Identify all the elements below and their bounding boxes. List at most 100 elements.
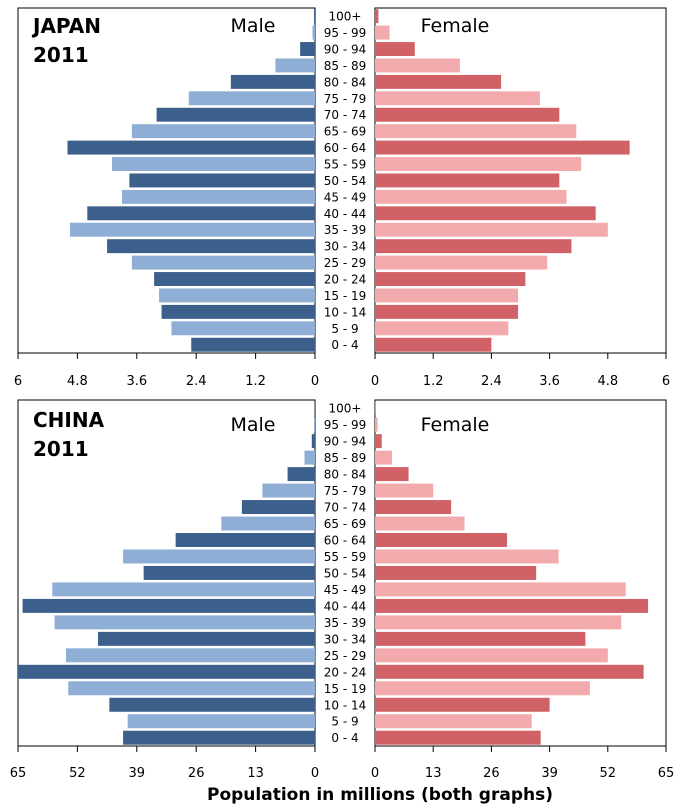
x-tick-label: 26 (483, 766, 500, 781)
age-group-label: 15 - 19 (324, 289, 367, 303)
x-tick-label: 52 (600, 766, 617, 781)
x-tick-label: 39 (129, 766, 146, 781)
male-bar (314, 418, 315, 432)
male-bar (52, 582, 315, 596)
female-bar (375, 467, 409, 481)
age-group-label: 85 - 89 (324, 59, 367, 73)
male-bar (66, 648, 315, 662)
x-tick-label: 6 (14, 374, 22, 389)
female-legend-label: Female (421, 414, 490, 436)
female-bar (375, 681, 590, 695)
x-tick-label: 26 (188, 766, 205, 781)
x-tick-label: 0 (371, 374, 379, 389)
male-bar (300, 42, 315, 56)
female-bar (375, 124, 576, 138)
male-bar (122, 190, 315, 204)
age-group-label: 75 - 79 (324, 92, 367, 106)
male-bar (176, 533, 315, 547)
male-legend-label: Male (230, 414, 275, 436)
male-bar (132, 124, 315, 138)
age-group-label: 30 - 34 (324, 240, 367, 254)
male-bar (242, 500, 315, 514)
male-bar (123, 549, 315, 563)
female-bar (375, 58, 460, 72)
female-bar (375, 141, 630, 155)
male-bar (313, 26, 315, 40)
female-bar (375, 632, 585, 646)
age-group-label: 90 - 94 (324, 435, 367, 449)
female-bar (375, 714, 532, 728)
male-bar (144, 566, 315, 580)
x-tick-label: 1.2 (245, 374, 266, 389)
chart-title-year: 2011 (33, 43, 89, 67)
male-bar (159, 288, 315, 302)
male-bar (55, 615, 315, 629)
age-group-label: 5 - 9 (331, 715, 358, 729)
age-group-label: 70 - 74 (324, 501, 367, 515)
x-tick-label: 3.6 (126, 374, 147, 389)
age-group-label: 0 - 4 (331, 338, 358, 352)
female-bar (375, 157, 581, 171)
x-tick-label: 39 (541, 766, 558, 781)
male-legend-label: Male (230, 15, 275, 37)
female-bar (375, 223, 608, 237)
female-bar (375, 108, 559, 122)
x-tick-label: 2.4 (186, 374, 207, 389)
female-bar (375, 648, 608, 662)
female-bar (375, 451, 392, 465)
female-bar (375, 256, 547, 270)
male-bar (123, 731, 315, 745)
x-tick-label: 3.6 (539, 374, 560, 389)
chart-title-country: CHINA (33, 408, 105, 432)
x-tick-label: 6 (662, 374, 670, 389)
x-tick-label: 13 (247, 766, 264, 781)
male-bar (23, 599, 315, 613)
male-bar (189, 91, 315, 105)
x-tick-label: 2.4 (481, 374, 502, 389)
male-bar (262, 484, 315, 498)
male-bar (70, 223, 315, 237)
male-bar (87, 206, 315, 220)
female-bar (375, 190, 567, 204)
age-group-label: 70 - 74 (324, 108, 367, 122)
male-bar (275, 58, 315, 72)
male-bar (221, 517, 315, 531)
chart-title-country: JAPAN (31, 14, 101, 38)
age-group-label: 20 - 24 (324, 273, 367, 287)
age-group-label: 90 - 94 (324, 43, 367, 57)
age-group-label: 30 - 34 (324, 632, 367, 646)
age-group-label: 95 - 99 (324, 26, 367, 40)
female-bar (375, 582, 626, 596)
age-group-label: 45 - 49 (324, 190, 367, 204)
age-group-label: 50 - 54 (324, 566, 367, 580)
age-group-label: 40 - 44 (324, 599, 367, 613)
female-bar (375, 599, 648, 613)
female-bar (375, 9, 378, 23)
x-tick-label: 0 (311, 766, 319, 781)
age-group-label: 45 - 49 (324, 583, 367, 597)
male-bar (132, 256, 315, 270)
female-bar (375, 418, 378, 432)
age-group-label: 85 - 89 (324, 451, 367, 465)
age-group-label: 100+ (329, 10, 362, 24)
female-bar (375, 615, 621, 629)
female-bar (375, 305, 518, 319)
x-tick-label: 0 (371, 766, 379, 781)
age-group-label: 95 - 99 (324, 418, 367, 432)
age-group-label: 25 - 29 (324, 256, 367, 270)
female-bar (375, 173, 559, 187)
male-bar (128, 714, 315, 728)
male-bar (68, 141, 316, 155)
female-bar (375, 272, 525, 286)
female-bar (375, 566, 536, 580)
age-group-label: 50 - 54 (324, 174, 367, 188)
female-bar (375, 42, 415, 56)
male-bar (98, 632, 315, 646)
male-bar (129, 173, 315, 187)
age-group-label: 100+ (329, 402, 362, 416)
x-tick-label: 65 (10, 766, 27, 781)
male-bar (154, 272, 315, 286)
